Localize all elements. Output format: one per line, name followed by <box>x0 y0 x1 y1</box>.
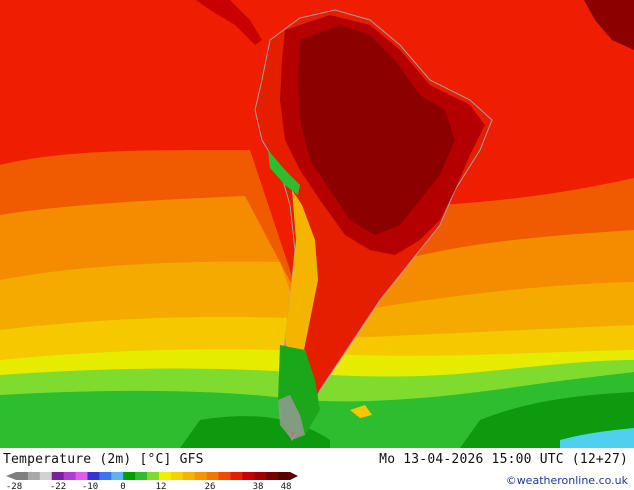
map-title: Temperature (2m) [°C] GFS <box>3 452 204 467</box>
legend-swatch <box>87 472 100 480</box>
legend-tick-label: 48 <box>281 482 292 490</box>
islands <box>350 405 372 418</box>
legend-arrow-left <box>6 472 16 480</box>
temperature-map <box>0 0 634 448</box>
legend-tick-label: -22 <box>50 482 66 490</box>
legend-swatch <box>230 472 243 480</box>
legend-swatch <box>123 472 136 480</box>
legend-tick-label: 26 <box>205 482 216 490</box>
continent-extreme <box>298 25 455 235</box>
band-cyan <box>560 428 634 448</box>
legend-swatch <box>218 472 231 480</box>
legend-tick-label: -28 <box>6 482 22 490</box>
legend-swatch <box>278 472 291 480</box>
color-legend: -28 -22 -10 0 12 26 38 48 <box>6 472 298 490</box>
legend-ticks: -28 -22 -10 0 12 26 38 48 <box>6 482 292 490</box>
africa-tip <box>584 0 634 50</box>
legend-swatch <box>158 472 172 480</box>
legend-swatch <box>170 472 184 480</box>
legend-swatch <box>51 472 65 480</box>
legend-swatch <box>182 472 196 480</box>
legend-swatch <box>75 472 88 480</box>
central-america <box>196 0 262 45</box>
map-footer <box>0 448 634 490</box>
legend-tick-label: -10 <box>82 482 98 490</box>
legend-swatch <box>266 472 279 480</box>
legend-swatches <box>6 472 298 480</box>
legend-swatch <box>147 472 160 480</box>
legend-swatch <box>39 472 53 480</box>
legend-swatch <box>16 472 29 480</box>
legend-swatch <box>206 472 220 480</box>
legend-swatch <box>111 472 124 480</box>
legend-swatch <box>63 472 77 480</box>
legend-swatch <box>194 472 208 480</box>
patagonia-gray <box>278 395 305 440</box>
legend-tick-label: 0 <box>120 482 125 490</box>
legend-swatch <box>135 472 148 480</box>
legend-swatch <box>242 472 255 480</box>
legend-swatch <box>99 472 112 480</box>
andes-green <box>268 150 300 195</box>
legend-swatch <box>254 472 267 480</box>
credit-link[interactable]: ©weatheronline.co.uk <box>505 474 628 487</box>
legend-tick-label: 38 <box>253 482 264 490</box>
legend-tick-label: 12 <box>156 482 167 490</box>
legend-arrow-right <box>290 472 298 480</box>
valid-time: Mo 13-04-2026 15:00 UTC (12+27) <box>379 452 628 467</box>
legend-swatch <box>27 472 41 480</box>
